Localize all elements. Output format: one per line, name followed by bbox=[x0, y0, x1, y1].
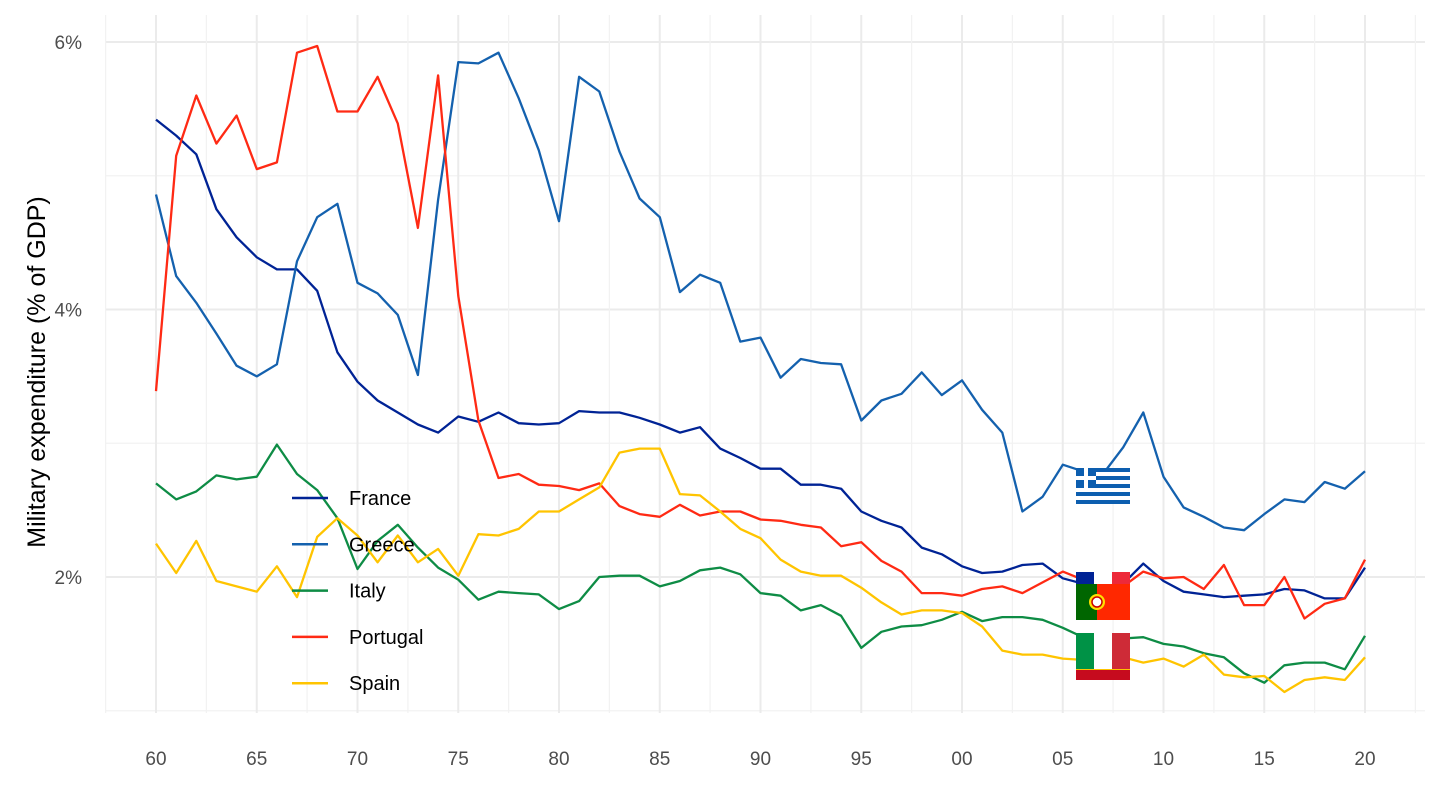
x-tick-label: 90 bbox=[750, 749, 771, 770]
legend-item-greece: Greece bbox=[292, 534, 415, 556]
x-tick-label: 80 bbox=[548, 749, 569, 770]
y-tick-label: 2% bbox=[55, 568, 83, 589]
series-line-spain bbox=[155, 447, 1366, 694]
legend-label: Italy bbox=[349, 581, 386, 603]
legend-item-spain: Spain bbox=[292, 673, 400, 695]
x-tick-label: 70 bbox=[347, 749, 368, 770]
series-line-france bbox=[155, 118, 1366, 600]
series-line-italy bbox=[155, 443, 1366, 684]
y-tick-label: 4% bbox=[55, 301, 83, 322]
portugal-flag-icon bbox=[1076, 584, 1130, 620]
x-tick-label: 10 bbox=[1153, 749, 1174, 770]
legend-item-portugal: Portugal bbox=[292, 627, 424, 649]
legend-label: Portugal bbox=[349, 627, 424, 649]
x-tick-label: 65 bbox=[246, 749, 267, 770]
y-axis-title: Military expenditure (% of GDP) bbox=[23, 196, 51, 548]
legend-item-france: France bbox=[292, 488, 411, 510]
grid bbox=[105, 15, 1425, 713]
legend-label: France bbox=[349, 488, 411, 510]
legend-label: Spain bbox=[349, 673, 400, 695]
x-tick-label: 05 bbox=[1052, 749, 1073, 770]
x-tick-label: 00 bbox=[951, 749, 972, 770]
series-layer bbox=[154, 44, 1367, 694]
spain-flag-icon bbox=[1076, 668, 1130, 680]
y-axis-ticks: 2% 4% 6% bbox=[55, 33, 83, 589]
x-tick-label: 95 bbox=[851, 749, 872, 770]
series-line-portugal bbox=[154, 44, 1367, 620]
y-tick-label: 6% bbox=[55, 33, 83, 54]
legend: France Greece Italy Portugal Spain bbox=[292, 488, 424, 695]
x-tick-label: 60 bbox=[145, 749, 166, 770]
legend-label: Greece bbox=[349, 534, 415, 556]
x-tick-label: 15 bbox=[1254, 749, 1275, 770]
greece-flag-icon bbox=[1076, 468, 1130, 504]
x-axis-ticks: 60 65 70 75 80 85 90 95 00 05 10 15 20 bbox=[145, 749, 1375, 770]
flag-markers bbox=[1076, 468, 1130, 680]
legend-item-italy: Italy bbox=[292, 581, 386, 603]
x-tick-label: 75 bbox=[448, 749, 469, 770]
italy-flag-icon bbox=[1076, 633, 1130, 669]
series-line-greece bbox=[154, 51, 1366, 532]
x-tick-label: 85 bbox=[649, 749, 670, 770]
x-tick-label: 20 bbox=[1354, 749, 1375, 770]
